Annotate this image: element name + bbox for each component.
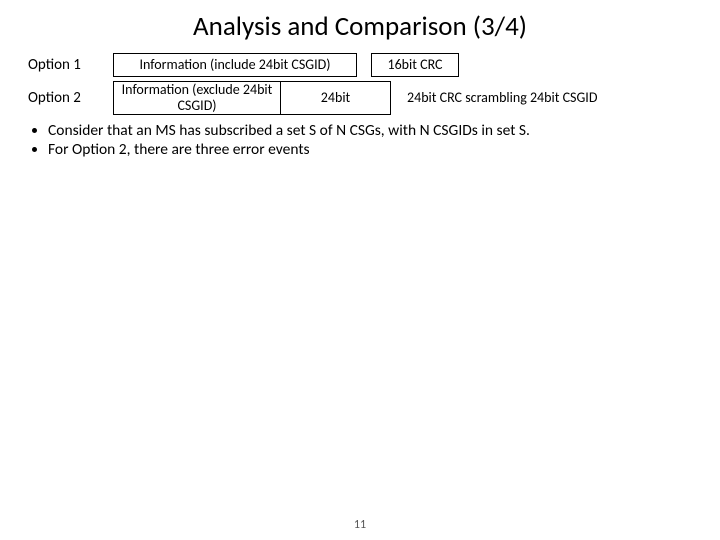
bullet-1: For Option 2, there are three error even… — [48, 140, 692, 159]
option1-row: Option 1 Information (include 24bit CSGI… — [28, 53, 692, 77]
option1-info-box: Information (include 24bit CSGID) — [113, 53, 357, 77]
option1-label: Option 1 — [28, 56, 113, 74]
option1-crc-box: 16bit CRC — [371, 53, 459, 77]
option2-side-text: 24bit CRC scrambling 24bit CSGID — [407, 90, 597, 105]
option2-24bit-box: 24bit — [281, 81, 391, 115]
option2-info-box: Information (exclude 24bit CSGID) — [113, 81, 281, 115]
option2-label: Option 2 — [28, 89, 113, 107]
main-bullets: Consider that an MS has subscribed a set… — [28, 121, 692, 160]
bullet-0: Consider that an MS has subscribed a set… — [48, 121, 692, 140]
page-number: 11 — [0, 518, 720, 532]
option2-row: Option 2 Information (exclude 24bit CSGI… — [28, 81, 692, 115]
option2-boxes: Information (exclude 24bit CSGID) 24bit — [113, 81, 391, 115]
option1-boxes: Information (include 24bit CSGID) 16bit … — [113, 53, 459, 77]
slide-title: Analysis and Comparison (3/4) — [28, 10, 692, 43]
